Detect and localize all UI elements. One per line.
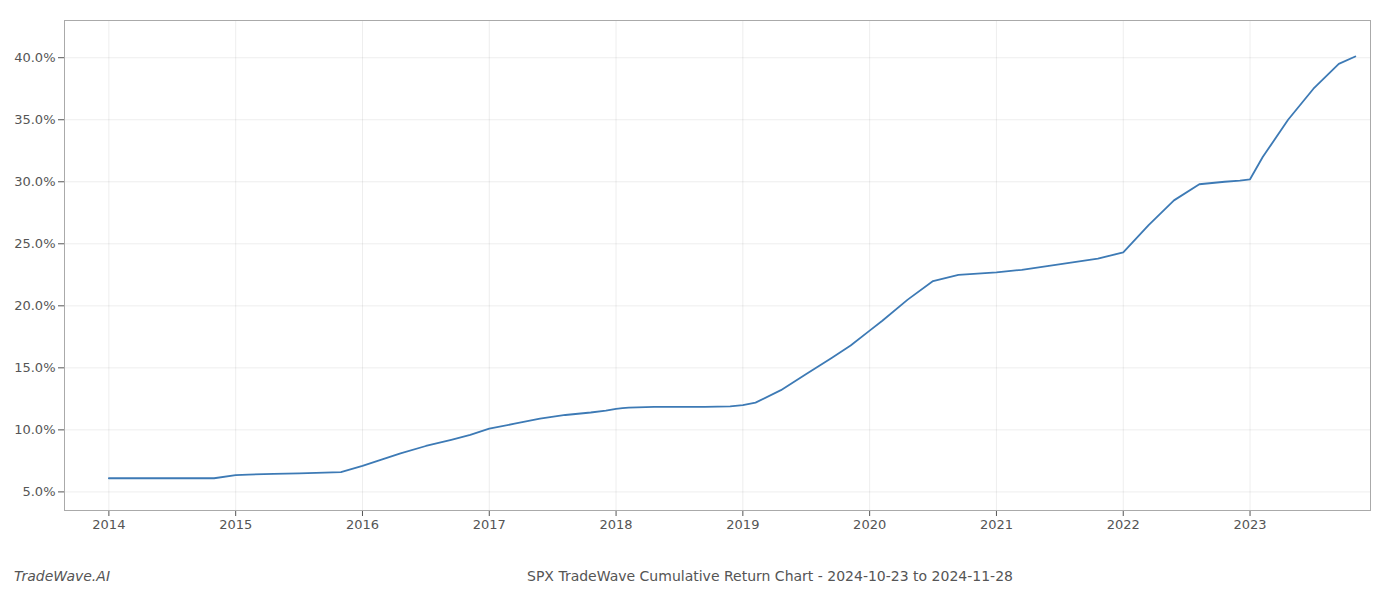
svg-text:2019: 2019: [726, 517, 759, 532]
html-text:TradeWave.AI: TradeWave.AI: [14, 568, 110, 584]
svg-text:25.0%: 25.0%: [14, 236, 55, 251]
svg-text:5.0%: 5.0%: [22, 484, 55, 499]
svg-text:2014: 2014: [92, 517, 125, 532]
svg-text:10.0%: 10.0%: [14, 422, 55, 437]
svg-text:2017: 2017: [473, 517, 506, 532]
svg-text:2021: 2021: [980, 517, 1013, 532]
svg-text:20.0%: 20.0%: [14, 298, 55, 313]
svg-text:2015: 2015: [219, 517, 252, 532]
svg-text:15.0%: 15.0%: [14, 360, 55, 375]
svg-text:2023: 2023: [1233, 517, 1266, 532]
svg-text:30.0%: 30.0%: [14, 174, 55, 189]
svg-text:2022: 2022: [1107, 517, 1140, 532]
svg-text:35.0%: 35.0%: [14, 112, 55, 127]
svg-text:40.0%: 40.0%: [14, 50, 55, 65]
svg-text:2020: 2020: [853, 517, 886, 532]
svg-text:2018: 2018: [600, 517, 633, 532]
html-text:SPX TradeWave Cumulative Retur: SPX TradeWave Cumulative Return Chart - …: [527, 568, 1013, 584]
svg-text:2016: 2016: [346, 517, 379, 532]
